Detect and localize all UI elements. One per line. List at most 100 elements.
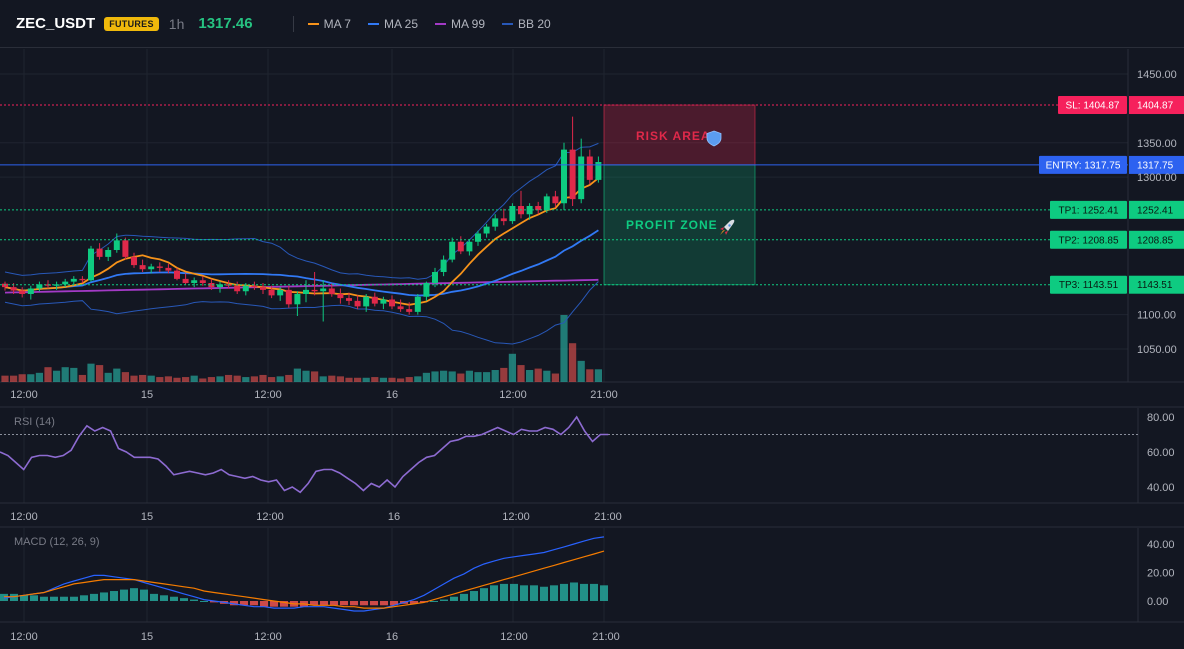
macd-histogram-bar (340, 601, 348, 606)
time-tick-label: 12:00 (499, 389, 527, 401)
macd-histogram-bar (560, 583, 568, 601)
symbol-title[interactable]: ZEC_USDT (16, 15, 96, 32)
candle-body (285, 289, 292, 305)
candle (406, 302, 413, 315)
candle-body (397, 306, 404, 310)
candle-body (294, 294, 301, 305)
macd-histogram-bar (60, 596, 68, 601)
volume-bar (594, 369, 602, 382)
candle (148, 263, 155, 274)
candle (36, 281, 43, 292)
candle-body (578, 156, 585, 200)
candle (509, 203, 516, 224)
volume-bar (397, 378, 405, 382)
macd-histogram-bar (80, 595, 88, 601)
macd-histogram-bar (10, 593, 18, 601)
candle-body (389, 299, 395, 307)
candle-body (475, 233, 481, 242)
candle (2, 281, 8, 291)
candle-body (199, 280, 206, 283)
time-tick-label: 15 (141, 511, 153, 523)
time-tick-label: 21:00 (594, 511, 622, 523)
candle-body (595, 162, 602, 180)
grid-lines (0, 49, 1184, 623)
volume-bar (508, 353, 516, 382)
candle (432, 267, 438, 288)
candle (492, 214, 499, 231)
profit-zone-label: PROFIT ZONE (626, 218, 718, 232)
ma25-swatch (367, 22, 379, 25)
candle-body (492, 218, 499, 227)
candle (346, 292, 352, 305)
volume-bar (27, 374, 35, 382)
volume-bar (448, 371, 456, 382)
legend-bb20[interactable]: BB 20 (502, 17, 551, 31)
candle (380, 296, 387, 310)
macd-histogram-bar (100, 592, 108, 601)
macd-histogram-bar (40, 596, 48, 601)
candle (389, 295, 395, 310)
macd-histogram-bar (500, 583, 508, 601)
volume-bar (534, 368, 542, 382)
macd-histogram-bar (550, 585, 558, 601)
volume-bar (44, 367, 52, 382)
macd-histogram-bar (530, 585, 538, 601)
macd-histogram-bar (0, 593, 8, 601)
macd-histogram-bar (310, 601, 318, 606)
legend-ma7[interactable]: MA 7 (307, 17, 351, 31)
candle-body (354, 300, 361, 307)
macd-histogram-bar (460, 593, 468, 601)
volume-bar (491, 370, 499, 382)
macd-histogram-bar (360, 601, 368, 606)
candle-body (363, 296, 370, 307)
candle (156, 262, 163, 272)
candle (423, 281, 430, 301)
candle-body (79, 278, 86, 281)
macd-histogram-bar (180, 598, 188, 601)
candle (518, 190, 524, 219)
volume-bar (121, 372, 129, 382)
shield-icon (706, 130, 722, 147)
macd-histogram-bar (470, 591, 478, 601)
macd-histogram-bar (480, 588, 488, 601)
time-tick-label: 12:00 (10, 389, 38, 401)
legend-ma99[interactable]: MA 99 (435, 17, 485, 31)
candle-body (371, 296, 378, 304)
candle (165, 263, 172, 274)
candle (354, 295, 361, 310)
macd-histogram-bar (200, 601, 208, 602)
candle (191, 277, 198, 288)
volume-bar (500, 367, 508, 382)
volume-bar (10, 375, 18, 382)
candle (217, 281, 223, 293)
legend-ma25[interactable]: MA 25 (367, 16, 418, 31)
candle-body (139, 265, 146, 270)
volume-bar (35, 372, 43, 382)
time-tick-label: 12:00 (500, 631, 528, 643)
candle-body (457, 241, 464, 252)
candle-body (10, 287, 17, 291)
candle-body (148, 266, 155, 270)
candle (62, 278, 69, 288)
candle (457, 236, 464, 255)
candle-body (217, 284, 223, 288)
candle-body (543, 196, 550, 211)
macd-histogram-bar (320, 601, 328, 606)
legend-ma25-label: MA 25 (383, 16, 418, 31)
volume-bar (53, 370, 61, 382)
candle-body (234, 285, 241, 292)
macd-histogram-bar (70, 596, 78, 601)
rocket-flame (720, 230, 725, 235)
tp2-tag-box (1050, 230, 1127, 249)
tp2-axis-box (1129, 230, 1184, 249)
rsi-tick-label: 80.00 (1147, 412, 1175, 424)
macd-histogram-bar (240, 601, 248, 606)
macd-histogram-bar (420, 601, 428, 603)
rsi-tick-label: 40.00 (1147, 482, 1175, 494)
interval-selector[interactable]: 1h (168, 15, 185, 32)
rocket-icon (720, 219, 735, 235)
candle-body (62, 281, 69, 285)
volume-bar (483, 372, 491, 382)
volume-bar (78, 374, 86, 382)
